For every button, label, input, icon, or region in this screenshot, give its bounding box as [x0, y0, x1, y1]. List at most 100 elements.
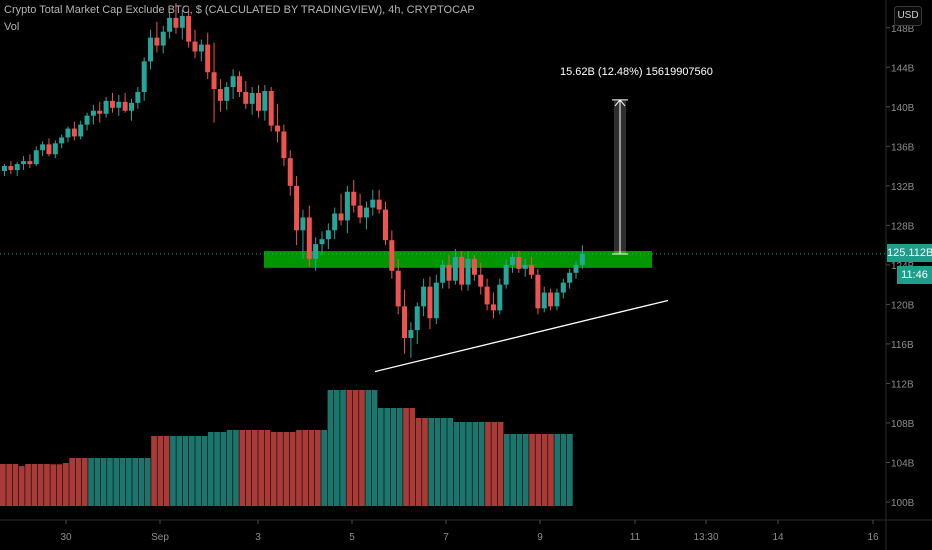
currency-button[interactable]: USD	[894, 6, 922, 26]
candle-body	[287, 158, 293, 186]
volume-bar	[504, 434, 510, 506]
candle-body	[338, 213, 344, 221]
candle-body	[452, 256, 458, 281]
volume-bar	[346, 390, 353, 506]
volume-bar	[75, 458, 82, 506]
candle-body	[2, 166, 7, 172]
volume-bar	[472, 422, 479, 506]
candle-body	[376, 199, 382, 210]
volume-bar	[409, 408, 416, 506]
candle-body	[541, 292, 547, 309]
candle-body	[8, 166, 14, 171]
candle-body	[306, 217, 312, 259]
y-tick-label: 120B	[891, 300, 915, 311]
candle-body	[478, 274, 484, 287]
candle-body	[459, 256, 465, 285]
candle-body	[579, 254, 585, 265]
volume-bar	[220, 432, 227, 506]
candle-body	[300, 217, 306, 231]
candle-body	[325, 230, 331, 240]
volume-bar	[233, 430, 239, 506]
volume-bar	[113, 458, 120, 506]
volume-bar	[6, 464, 12, 506]
candle-body	[122, 101, 128, 111]
candle-body	[535, 274, 541, 309]
candle-body	[573, 264, 579, 273]
volume-bar	[390, 408, 397, 506]
candle-body	[421, 286, 427, 307]
volume-bar	[264, 430, 271, 506]
volume-bar	[94, 458, 101, 506]
y-tick-label: 108B	[891, 419, 915, 430]
x-tick-label: 9	[537, 532, 543, 543]
candle-body	[205, 44, 211, 73]
candle-body	[490, 304, 496, 311]
y-tick-label: 128B	[891, 221, 915, 232]
volume-bar	[340, 390, 346, 506]
candle-body	[249, 92, 255, 104]
candle-body	[313, 244, 319, 259]
volume-bar	[359, 390, 365, 506]
volume-bar	[403, 408, 409, 506]
candle-body	[529, 264, 535, 275]
candle-body	[109, 100, 115, 108]
volume-bar	[88, 458, 94, 506]
volume-bar	[151, 436, 157, 506]
candle-body	[59, 137, 65, 144]
candle-body	[243, 91, 249, 104]
volume-bar	[283, 432, 290, 506]
volume-bar	[308, 430, 315, 506]
volume-bar	[333, 390, 340, 506]
volume-bar	[182, 436, 189, 506]
y-tick-label: 148B	[891, 24, 915, 35]
candle-body	[27, 161, 33, 165]
candle-body	[294, 185, 300, 231]
measure-label: 15.62B (12.48%) 15619907560	[560, 66, 713, 78]
candle-body	[395, 270, 401, 307]
candle-body	[236, 76, 242, 92]
volume-bar	[18, 466, 25, 506]
candle-body	[414, 306, 420, 331]
volume-bar	[107, 458, 113, 506]
volume-bar	[126, 458, 132, 506]
current-price-tag: 125.112B	[887, 244, 932, 262]
y-tick-label: 104B	[891, 458, 915, 469]
x-tick-label: Sep	[151, 532, 169, 543]
candle-body	[160, 31, 166, 46]
candle-body	[103, 100, 109, 114]
volume-bar	[252, 430, 258, 506]
candle-body	[567, 272, 573, 283]
x-tick-label: 3	[255, 532, 261, 543]
candle-body	[357, 205, 363, 218]
ascending-trendline	[374, 299, 669, 373]
volume-bar	[459, 422, 466, 506]
candle-body	[154, 37, 160, 46]
y-tick-label: 136B	[891, 142, 915, 153]
candle-body	[554, 292, 560, 307]
candle-body	[383, 209, 388, 241]
volume-bar	[63, 463, 69, 506]
candle-body	[33, 150, 39, 165]
volume-bar	[25, 464, 31, 506]
volume-bar	[176, 436, 183, 506]
candle-body	[141, 61, 147, 92]
candle-body	[224, 87, 230, 101]
volume-bar	[478, 422, 485, 506]
y-tick-label: 100B	[891, 498, 915, 509]
candle-body	[40, 144, 46, 151]
volume-bar	[270, 432, 277, 506]
candle-body	[129, 102, 134, 111]
candle-body	[148, 37, 154, 62]
chart-title: Crypto Total Market Cap Exclude BTC, $ (…	[4, 4, 475, 16]
candle-body	[402, 306, 408, 338]
volume-bar	[560, 434, 567, 506]
candle-body	[319, 239, 325, 245]
candle-body	[389, 240, 395, 271]
volume-indicator-label[interactable]: Vol	[4, 21, 20, 33]
volume-bar	[289, 432, 296, 506]
volume-bar	[12, 464, 19, 506]
candle-body	[230, 76, 236, 88]
volume-bar	[497, 422, 504, 506]
volume-bar	[554, 434, 561, 506]
